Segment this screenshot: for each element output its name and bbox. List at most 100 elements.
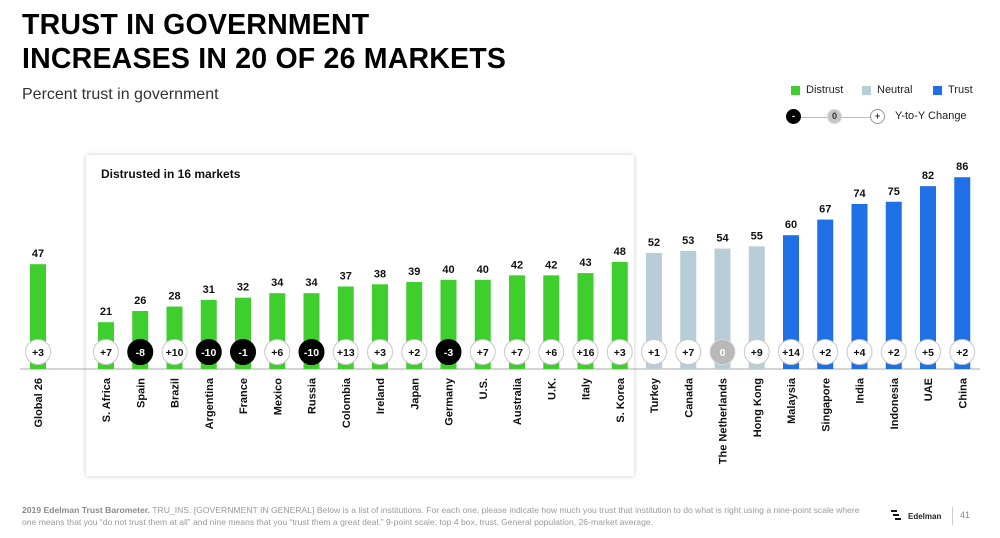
- change-label-18: +1: [648, 347, 660, 359]
- category-label-6: France: [238, 378, 250, 414]
- legend-item-neutral: Neutral: [862, 84, 912, 96]
- footer-note: 2019 Edelman Trust Barometer. TRU_INS. […: [22, 504, 872, 528]
- bar-25: [885, 201, 902, 369]
- change-label-8: -10: [304, 347, 319, 359]
- category-label-10: Ireland: [375, 378, 387, 414]
- value-label-4: 28: [168, 291, 180, 303]
- value-label-24: 74: [853, 188, 866, 200]
- change-label-21: +9: [751, 347, 763, 359]
- change-circle-5: [195, 339, 222, 365]
- value-label-15: 42: [545, 259, 557, 271]
- bar-23: [817, 219, 834, 369]
- change-circle-19: [675, 339, 702, 365]
- value-label-3: 26: [134, 295, 146, 307]
- change-label-19: +7: [682, 347, 694, 359]
- yoy-negative-circle: -: [786, 109, 801, 124]
- change-label-12: -3: [444, 347, 453, 359]
- change-circle-15: [538, 339, 565, 365]
- category-label-26: UAE: [923, 378, 935, 401]
- change-circle-12: [435, 339, 462, 365]
- value-label-17: 48: [614, 246, 626, 258]
- chart-subtitle: Percent trust in government: [22, 86, 219, 103]
- value-label-11: 39: [408, 266, 420, 278]
- value-label-5: 31: [203, 284, 215, 296]
- yoy-zero-circle: 0: [827, 109, 842, 124]
- change-circle-20: [709, 339, 736, 365]
- category-label-4: Brazil: [170, 378, 182, 408]
- change-circle-1: [25, 339, 51, 365]
- title-line-2: INCREASES IN 20 OF 26 MARKETS: [22, 43, 507, 75]
- category-label-8: Russia: [307, 377, 319, 414]
- change-label-7: +6: [271, 347, 283, 359]
- bar-22: [783, 235, 799, 369]
- value-label-20: 54: [716, 233, 729, 245]
- bar-26: [920, 186, 936, 369]
- change-label-4: +10: [166, 347, 184, 359]
- value-label-14: 42: [511, 259, 523, 271]
- change-label-5: -10: [201, 347, 216, 359]
- change-circle-17: [606, 339, 633, 365]
- change-label-26: +5: [922, 347, 934, 359]
- change-label-13: +7: [477, 347, 489, 359]
- change-label-2: +7: [100, 347, 112, 359]
- change-label-11: +2: [408, 347, 420, 359]
- change-label-25: +2: [888, 347, 900, 359]
- change-circle-2: [93, 339, 119, 365]
- category-label-12: Germany: [444, 377, 456, 426]
- value-label-13: 40: [477, 264, 489, 276]
- category-label-14: Australia: [512, 377, 524, 425]
- change-label-10: +3: [374, 347, 386, 359]
- change-circle-3: [127, 339, 154, 365]
- change-label-6: -1: [238, 347, 247, 359]
- distrust-swatch: [791, 85, 800, 95]
- bar-21: [748, 246, 765, 369]
- change-label-3: -8: [136, 347, 145, 359]
- change-label-16: +16: [577, 347, 595, 359]
- change-circle-11: [401, 339, 428, 365]
- change-circle-10: [367, 339, 393, 365]
- yoy-legend-label: Y-to-Y Change: [895, 110, 967, 122]
- title-line-1: TRUST IN GOVERNMENT: [22, 9, 370, 41]
- value-label-27: 86: [956, 161, 968, 173]
- category-label-3: Spain: [135, 378, 147, 408]
- value-label-7: 34: [271, 277, 284, 289]
- category-label-20: The Netherlands: [718, 378, 730, 464]
- legend-item-trust: Trust: [933, 84, 973, 96]
- value-label-19: 53: [682, 235, 694, 247]
- category-label-2: S. Africa: [101, 377, 113, 422]
- change-circle-25: [880, 339, 907, 365]
- value-label-9: 37: [340, 270, 352, 282]
- change-label-23: +2: [819, 347, 831, 359]
- category-label-16: Italy: [581, 377, 593, 400]
- category-label-23: Singapore: [820, 378, 832, 432]
- change-circle-21: [743, 339, 770, 365]
- category-label-5: Argentina: [204, 377, 216, 429]
- change-circle-26: [915, 339, 941, 365]
- change-circle-13: [469, 339, 496, 365]
- category-label-19: Canada: [683, 377, 695, 418]
- category-label-13: U.S.: [478, 378, 490, 399]
- change-circle-16: [572, 339, 599, 365]
- yoy-positive-circle: +: [870, 109, 885, 124]
- legend-item-distrust: Distrust: [791, 84, 843, 96]
- change-circle-18: [641, 339, 667, 365]
- category-label-1: Global 26: [33, 378, 45, 428]
- trust-swatch: [933, 85, 942, 95]
- category-label-9: Colombia: [341, 377, 353, 428]
- change-circle-14: [504, 339, 530, 365]
- category-label-25: Indonesia: [889, 377, 901, 429]
- change-label-9: +13: [337, 347, 355, 359]
- change-label-14: +7: [511, 347, 523, 359]
- page-number: 41: [960, 510, 971, 520]
- bar-27: [954, 177, 971, 369]
- change-circle-24: [846, 339, 873, 365]
- change-circle-27: [949, 339, 976, 365]
- category-label-11: Japan: [409, 378, 421, 410]
- change-circle-9: [332, 339, 359, 365]
- edelman-logo: Edelman: [891, 509, 941, 523]
- category-label-15: U.K.: [546, 378, 558, 400]
- bar-24: [851, 203, 868, 369]
- change-circle-4: [161, 339, 188, 365]
- legend-label-trust: Trust: [948, 84, 973, 96]
- footer-bold: 2019 Edelman Trust Barometer.: [22, 505, 151, 515]
